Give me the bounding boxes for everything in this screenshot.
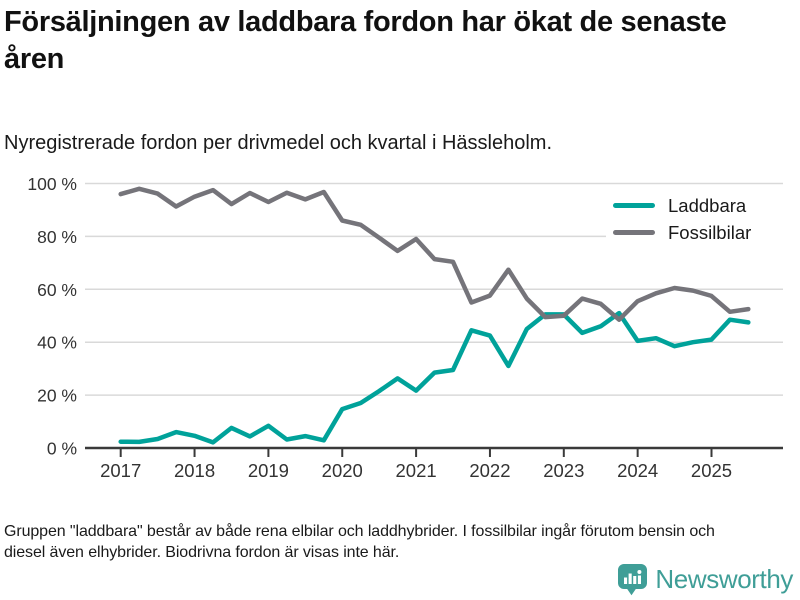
- y-axis-label-80: 80 %: [37, 227, 77, 247]
- legend-swatch-laddbara: [613, 203, 655, 208]
- x-axis-label-2022: 2022: [469, 460, 510, 481]
- x-axis-label-2025: 2025: [691, 460, 732, 481]
- newsworthy-logo-icon: [618, 564, 648, 596]
- chart-footnote: Gruppen "laddbara" består av både rena e…: [4, 523, 715, 561]
- logo-exclamation-dot: [637, 570, 642, 574]
- chart-subtitle: Nyregistrerade fordon per drivmedel och …: [4, 132, 553, 154]
- x-axis-label-2024: 2024: [617, 460, 658, 481]
- legend-label-fossilbilar: Fossilbilar: [668, 221, 752, 243]
- y-axis-label-20: 20 %: [37, 386, 77, 406]
- x-axis-label-2018: 2018: [174, 460, 215, 481]
- y-axis-label-100: 100 %: [27, 174, 77, 194]
- x-axis-label-2023: 2023: [543, 460, 584, 481]
- x-axis-label-2020: 2020: [322, 460, 363, 481]
- brand-name: Newsworthy: [655, 564, 793, 594]
- x-axis-label-2021: 2021: [396, 460, 437, 481]
- legend-swatch-fossilbilar: [613, 230, 655, 235]
- legend-label-laddbara: Laddbara: [668, 194, 747, 216]
- y-axis-label-40: 40 %: [37, 333, 77, 353]
- x-axis-label-2017: 2017: [100, 460, 141, 481]
- x-axis-label-2019: 2019: [248, 460, 289, 481]
- series-line-laddbara: [118, 310, 751, 445]
- y-axis-label-0: 0 %: [47, 439, 77, 459]
- brand-link[interactable]: Newsworthy: [617, 563, 793, 596]
- y-axis-label-60: 60 %: [37, 280, 77, 300]
- logo-exclamation-bar: [638, 575, 642, 584]
- chart-legend: Laddbara Fossilbilar: [606, 192, 786, 246]
- legend-item-fossilbilar: Fossilbilar: [606, 219, 786, 246]
- legend-item-laddbara: Laddbara: [606, 192, 786, 219]
- series-line-fossilbilar: [118, 186, 751, 322]
- logo-bar-2: [629, 573, 633, 584]
- logo-bar-3: [633, 576, 637, 584]
- chart-title: Försäljningen av laddbara fordon har öka…: [4, 6, 727, 75]
- logo-bar-1: [624, 577, 628, 584]
